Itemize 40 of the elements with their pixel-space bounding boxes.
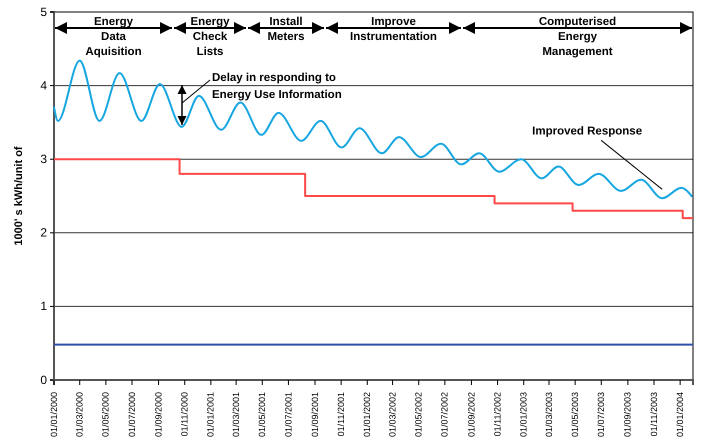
- x-tick-label: 01/03/2003: [544, 392, 554, 438]
- x-tick-label: 01/05/2001: [257, 392, 268, 438]
- y-tick-label: 2: [40, 226, 48, 240]
- x-tick-label: 01/09/2003: [622, 392, 633, 438]
- x-tick-label: 01/07/2001: [283, 392, 294, 438]
- x-tick-label: 01/03/2001: [231, 392, 242, 438]
- x-tick-label: 01/11/2000: [180, 392, 190, 436]
- y-tick-label: 0: [40, 372, 48, 387]
- x-tick-label: 01/01/2003: [518, 392, 529, 438]
- annotation: Computerised Energy Management: [538, 16, 616, 58]
- x-tick-label: 01/05/2002: [414, 392, 424, 438]
- x-tick-label: 01/01/2000: [48, 392, 59, 438]
- x-tick-label: 01/11/2001: [336, 392, 346, 436]
- x-tick-label: 01/03/2002: [387, 392, 398, 438]
- x-tick-label: 01/05/2000: [100, 392, 111, 438]
- annotation: Improve Instrumentation: [350, 16, 437, 43]
- annotation: Install Meters: [267, 16, 305, 43]
- y-axis-title: 1000' s kWh/unit of: [13, 146, 25, 246]
- y-tick-label: 4: [40, 78, 48, 92]
- x-tick-label: 01/09/2001: [310, 392, 320, 438]
- y-tick-label: 3: [40, 152, 48, 166]
- x-tick-label: 01/07/2002: [440, 392, 450, 438]
- y-tick-label: 1: [40, 299, 48, 314]
- x-tick-label: 01/01/2004: [675, 392, 686, 438]
- annotation: Energy Check Lists: [190, 16, 230, 58]
- annotation: Delay in responding to Energy Use Information: [212, 72, 342, 101]
- x-tick-label: 01/01/2002: [362, 392, 372, 438]
- y-tick-label: 5: [40, 4, 48, 19]
- x-tick-label: 01/11/2003: [648, 392, 659, 436]
- x-tick-label: 01/09/2002: [466, 392, 476, 438]
- line-series: [53, 60, 694, 200]
- x-tick-label: 01/09/2000: [153, 392, 164, 438]
- annotation: Energy Data Aquisition: [85, 16, 142, 58]
- x-tick-label: 01/05/2003: [570, 392, 580, 438]
- x-tick-label: 01/01/2001: [206, 392, 216, 438]
- x-tick-label: 01/07/2000: [126, 392, 137, 438]
- annotation: Improved Response: [532, 125, 642, 138]
- x-tick-label: 01/07/2003: [596, 392, 606, 438]
- x-tick-label: 01/03/2000: [74, 392, 85, 438]
- x-tick-label: 01/11/2002: [492, 392, 502, 436]
